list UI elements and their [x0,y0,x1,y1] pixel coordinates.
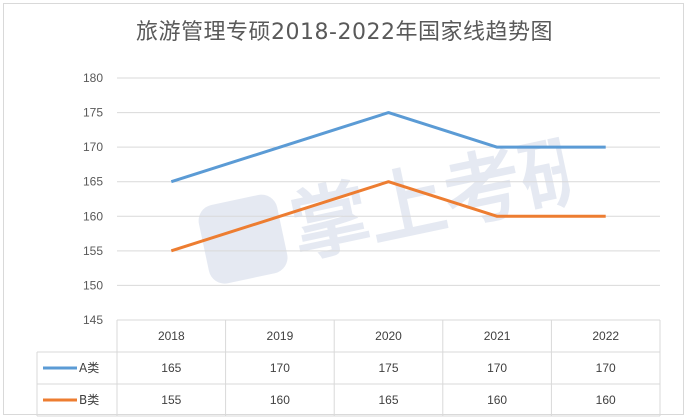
table-value-cell: 160 [270,393,290,407]
legend-label: B类 [79,393,99,407]
y-tick-label: 145 [83,313,103,327]
x-category-label: 2020 [375,329,402,343]
table-value-cell: 175 [378,361,398,375]
series-line [170,111,606,184]
table-value-cell: 170 [596,361,616,375]
table-value-cell: 170 [270,361,290,375]
table-value-cell: 165 [378,393,398,407]
table-value-cell: 165 [161,361,181,375]
table-value-cell: 170 [487,361,507,375]
series-line [170,180,606,253]
y-tick-label: 165 [83,175,103,189]
y-tick-label: 175 [83,106,103,120]
x-category-label: 2021 [484,329,511,343]
x-category-label: 2022 [592,329,619,343]
x-category-label: 2019 [267,329,294,343]
legend-label: A类 [79,361,99,375]
y-tick-label: 150 [83,278,103,292]
x-category-label: 2018 [158,329,185,343]
y-tick-label: 160 [83,209,103,223]
y-tick-label: 155 [83,244,103,258]
y-tick-label: 180 [83,71,103,85]
table-value-cell: 155 [161,393,181,407]
table-value-cell: 160 [487,393,507,407]
chart-title: 旅游管理专硕2018-2022年国家线趋势图 [136,20,553,45]
y-tick-label: 170 [83,140,103,154]
table-value-cell: 160 [596,393,616,407]
